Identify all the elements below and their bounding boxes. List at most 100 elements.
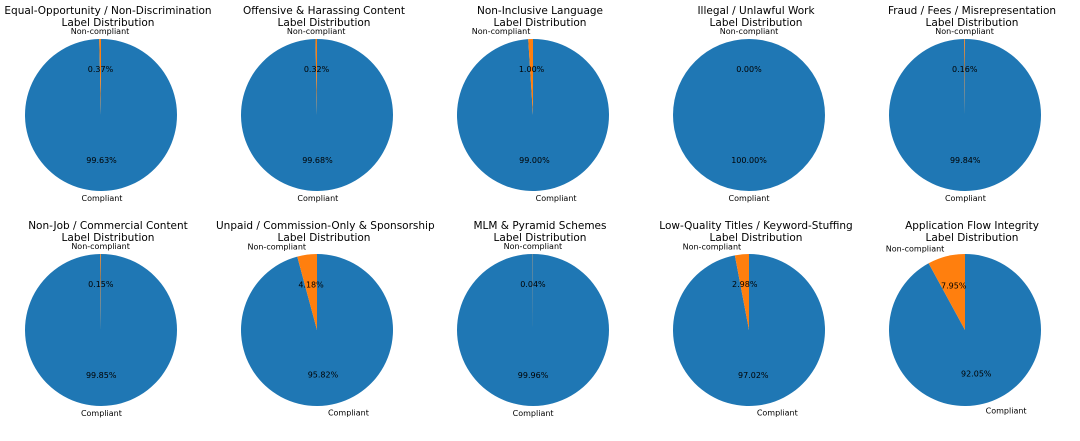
- pct-label-non-compliant: 0.37%: [88, 65, 114, 74]
- chart-title: Unpaid / Commission-Only & Sponsorship La…: [216, 220, 435, 244]
- chart-title-main: Non-Job / Commercial Content: [28, 220, 188, 232]
- pie-chart: Compliant 99.84% Non-compliant 0.16%: [889, 27, 1042, 203]
- chart-title: Equal-Opportunity / Non-Discrimination La…: [0, 5, 216, 29]
- pie-panel: Illegal / Unlawful Work Label Distributio…: [648, 3, 864, 223]
- chart-title: Non-Inclusive Language Label Distribution: [432, 5, 648, 29]
- label-compliant: Compliant: [757, 409, 798, 418]
- label-compliant: Compliant: [986, 407, 1027, 416]
- label-compliant: Compliant: [536, 194, 577, 203]
- pie-panel: Non-Inclusive Language Label Distribution…: [432, 3, 648, 223]
- pct-label-compliant: 99.84%: [950, 156, 981, 165]
- pie-slice-compliant: [24, 254, 177, 406]
- pie-chart: Compliant 97.02% Non-compliant 2.98%: [673, 242, 825, 418]
- pie-panel: Fraud / Fees / Misrepresentation Label Di…: [864, 3, 1080, 223]
- pct-label-non-compliant: 0.16%: [952, 65, 978, 74]
- pct-label-non-compliant: 0.15%: [88, 280, 114, 289]
- pie-panel: Low-Quality Titles / Keyword-Stuffing Lab…: [648, 218, 864, 438]
- chart-title-main: MLM & Pyramid Schemes: [473, 220, 607, 232]
- pie-slice-compliant: [889, 39, 1042, 191]
- label-compliant: Compliant: [81, 409, 122, 418]
- chart-subtitle: Label Distribution: [277, 17, 371, 29]
- label-non-compliant: Non-compliant: [935, 27, 994, 36]
- pie-panel: Non-Job / Commercial Content Label Distri…: [0, 218, 216, 438]
- label-non-compliant: Non-compliant: [287, 27, 346, 36]
- pie-slice-compliant: [240, 254, 393, 406]
- chart-title-main: Unpaid / Commission-Only & Sponsorship: [216, 220, 435, 232]
- label-non-compliant: Non-compliant: [504, 242, 563, 251]
- label-compliant: Compliant: [729, 194, 770, 203]
- chart-title-main: Low-Quality Titles / Keyword-Stuffing: [659, 220, 853, 232]
- pct-label-compliant: 97.02%: [738, 371, 769, 380]
- pct-label-non-compliant: 0.00%: [736, 65, 762, 74]
- chart-subtitle: Label Distribution: [493, 17, 587, 29]
- label-non-compliant: Non-compliant: [472, 27, 531, 36]
- chart-subtitle: Label Distribution: [709, 17, 803, 29]
- pie-chart: Compliant 99.68% Non-compliant 0.32%: [241, 27, 393, 203]
- label-non-compliant: Non-compliant: [886, 244, 945, 253]
- chart-title-main: Application Flow Integrity: [905, 220, 1039, 232]
- pie-slice-compliant: [457, 254, 609, 407]
- label-compliant: Compliant: [82, 194, 123, 203]
- pct-label-compliant: 99.63%: [86, 156, 117, 165]
- chart-subtitle: Label Distribution: [709, 232, 803, 244]
- pie-slice-non-compliant: [297, 254, 317, 330]
- pct-label-non-compliant: 7.95%: [941, 281, 967, 290]
- pie-panel: MLM & Pyramid Schemes Label Distribution C…: [432, 218, 648, 438]
- chart-subtitle: Label Distribution: [493, 232, 587, 244]
- chart-title-main: Non-Inclusive Language: [476, 5, 604, 17]
- pie-chart: Compliant 100.00% Non-compliant 0.00%: [673, 27, 825, 203]
- pct-label-compliant: 99.85%: [86, 371, 117, 380]
- pie-slice-non-compliant: [99, 39, 101, 115]
- chart-title: Offensive & Harassing Content Label Distr…: [216, 5, 432, 29]
- chart-title: Low-Quality Titles / Keyword-Stuffing Lab…: [648, 220, 864, 244]
- chart-title-main: Fraud / Fees / Misrepresentation: [887, 5, 1057, 17]
- label-non-compliant: Non-compliant: [720, 27, 779, 36]
- pie-chart: Compliant 99.96% Non-compliant 0.04%: [457, 242, 609, 418]
- chart-title-main: Offensive & Harassing Content: [243, 5, 405, 17]
- pie-panel: Offensive & Harassing Content Label Distr…: [216, 3, 432, 223]
- pie-slice-compliant: [241, 39, 393, 191]
- chart-subtitle: Label Distribution: [277, 232, 371, 244]
- pct-label-non-compliant: 1.00%: [519, 65, 545, 74]
- pie-slice-non-compliant: [928, 254, 965, 330]
- pie-panel: Unpaid / Commission-Only & Sponsorship La…: [216, 218, 435, 438]
- pct-label-compliant: 99.96%: [518, 371, 549, 380]
- label-non-compliant: Non-compliant: [71, 27, 130, 36]
- chart-title-main: Illegal / Unlawful Work: [697, 5, 815, 17]
- pct-label-non-compliant: 0.04%: [520, 280, 546, 289]
- pie-panel: Equal-Opportunity / Non-Discrimination La…: [0, 3, 216, 223]
- chart-subtitle: Label Distribution: [61, 232, 155, 244]
- chart-subtitle: Label Distribution: [925, 232, 1019, 244]
- chart-subtitle: Label Distribution: [61, 17, 155, 29]
- pie-panel: Application Flow Integrity Label Distribu…: [864, 218, 1080, 438]
- pie-slice-non-compliant: [315, 39, 317, 115]
- chart-subtitle: Label Distribution: [925, 17, 1019, 29]
- pie-slice-non-compliant: [528, 39, 533, 115]
- label-compliant: Compliant: [945, 194, 986, 203]
- pct-label-compliant: 100.00%: [731, 156, 767, 165]
- label-compliant: Compliant: [297, 194, 338, 203]
- pie-chart: Compliant 99.85% Non-compliant 0.15%: [24, 242, 177, 418]
- chart-title: MLM & Pyramid Schemes Label Distribution: [432, 220, 648, 244]
- label-non-compliant: Non-compliant: [247, 243, 306, 252]
- pct-label-compliant: 92.05%: [961, 370, 992, 379]
- chart-title: Non-Job / Commercial Content Label Distri…: [0, 220, 216, 244]
- pct-label-compliant: 99.68%: [302, 156, 333, 165]
- pie-slice-compliant: [456, 39, 609, 192]
- pie-chart: Compliant 99.63% Non-compliant 0.37%: [25, 27, 178, 203]
- pie-chart: Compliant 92.05% Non-compliant 7.95%: [886, 244, 1041, 416]
- pie-slice-compliant: [25, 39, 178, 192]
- pct-label-compliant: 95.82%: [308, 371, 339, 380]
- chart-title: Illegal / Unlawful Work Label Distributio…: [648, 5, 864, 29]
- pct-label-non-compliant: 4.18%: [298, 280, 324, 289]
- label-compliant: Compliant: [513, 409, 554, 418]
- pct-label-non-compliant: 0.32%: [304, 65, 330, 74]
- pie-chart: Compliant 95.82% Non-compliant 4.18%: [240, 243, 393, 417]
- chart-title-main: Equal-Opportunity / Non-Discrimination: [4, 5, 212, 17]
- pct-label-compliant: 99.00%: [519, 156, 550, 165]
- label-compliant: Compliant: [328, 408, 369, 417]
- pie-slice-non-compliant: [734, 254, 749, 330]
- chart-title: Fraud / Fees / Misrepresentation Label Di…: [864, 5, 1080, 29]
- pie-chart: Compliant 99.00% Non-compliant 1.00%: [456, 27, 609, 203]
- label-non-compliant: Non-compliant: [71, 242, 130, 251]
